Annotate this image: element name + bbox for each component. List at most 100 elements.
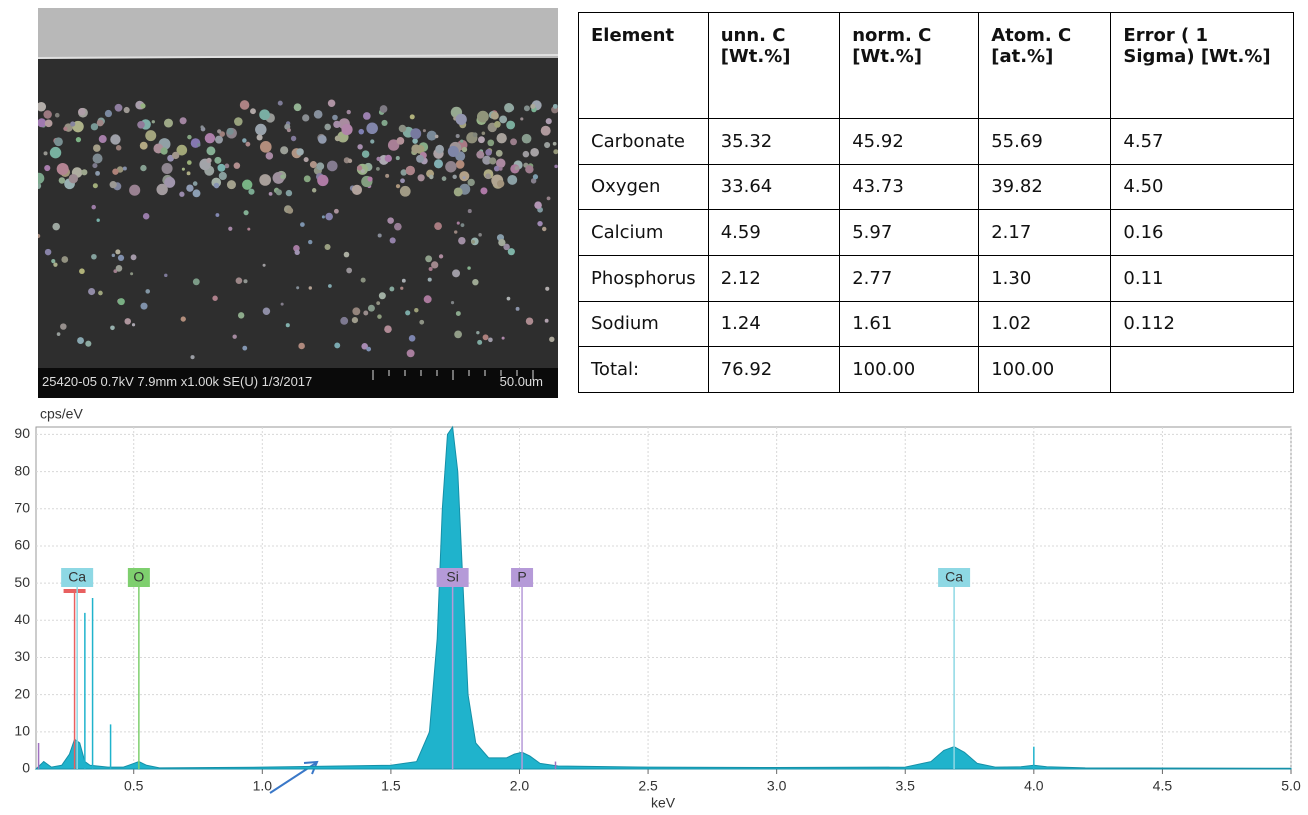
particle bbox=[262, 307, 271, 315]
table-cell bbox=[1110, 346, 1294, 393]
particle bbox=[367, 304, 375, 312]
particle bbox=[85, 340, 92, 347]
particle bbox=[537, 220, 543, 227]
peak-label-box bbox=[938, 568, 971, 587]
particle bbox=[428, 267, 433, 272]
particle bbox=[385, 173, 390, 178]
particle bbox=[507, 174, 518, 185]
particle bbox=[461, 146, 468, 153]
particle bbox=[434, 222, 442, 230]
particle bbox=[423, 295, 432, 304]
particle bbox=[398, 124, 407, 133]
table-row: Oxygen 33.64 43.73 39.82 4.50 bbox=[578, 163, 1294, 211]
particle bbox=[206, 157, 212, 164]
particle bbox=[346, 109, 351, 115]
particle bbox=[389, 237, 396, 244]
particle bbox=[300, 222, 305, 227]
particle bbox=[214, 135, 223, 144]
particle bbox=[38, 182, 42, 190]
particle bbox=[115, 265, 123, 272]
particle bbox=[58, 177, 66, 184]
particle bbox=[506, 120, 516, 130]
table-row: Carbonate 35.32 45.92 55.69 4.57 bbox=[578, 118, 1294, 165]
particle bbox=[187, 134, 192, 140]
particle bbox=[485, 173, 491, 180]
particle bbox=[496, 133, 507, 144]
peak-label-box bbox=[127, 568, 150, 587]
particle bbox=[111, 253, 116, 258]
table-cell: 5.97 bbox=[839, 209, 980, 256]
peak-label: P bbox=[517, 569, 526, 585]
peak-label: O bbox=[133, 569, 144, 585]
particle bbox=[394, 222, 402, 231]
particle bbox=[434, 134, 439, 139]
particle bbox=[234, 117, 243, 126]
particle bbox=[476, 150, 485, 159]
particle bbox=[180, 316, 186, 322]
particle bbox=[98, 290, 103, 296]
particle bbox=[179, 191, 185, 197]
particle bbox=[396, 137, 405, 145]
particle bbox=[395, 184, 401, 189]
particle bbox=[460, 139, 464, 143]
particle bbox=[213, 182, 220, 189]
particle bbox=[417, 174, 425, 182]
y-tick-label: 50 bbox=[14, 574, 30, 590]
table-cell: 76.92 bbox=[707, 346, 841, 393]
table-cell: 55.69 bbox=[978, 118, 1112, 165]
particle bbox=[262, 263, 266, 267]
particle bbox=[477, 339, 483, 345]
particle bbox=[53, 262, 58, 267]
particle bbox=[499, 115, 508, 124]
particle bbox=[123, 106, 130, 114]
particle bbox=[325, 212, 333, 221]
table-cell: 2.77 bbox=[839, 254, 980, 302]
particle bbox=[462, 176, 466, 180]
particle bbox=[379, 105, 388, 113]
particle bbox=[91, 253, 97, 260]
particle bbox=[285, 189, 293, 197]
particle bbox=[217, 129, 222, 134]
table-cell: 0.11 bbox=[1110, 254, 1294, 302]
y-axis-label: cps/eV bbox=[40, 406, 83, 422]
particle bbox=[333, 208, 339, 214]
particle bbox=[377, 233, 382, 238]
particle bbox=[151, 120, 155, 124]
table-cell: Total: bbox=[578, 346, 709, 393]
table-cell: 33.64 bbox=[707, 163, 841, 211]
particle bbox=[124, 318, 132, 325]
particle bbox=[293, 103, 302, 112]
particle bbox=[109, 181, 117, 189]
sem-top-strip bbox=[38, 8, 558, 58]
particle bbox=[485, 149, 492, 156]
particle bbox=[341, 123, 353, 136]
particle bbox=[482, 155, 492, 165]
particle bbox=[181, 167, 185, 171]
particle bbox=[130, 272, 134, 276]
particle bbox=[476, 330, 480, 335]
particle bbox=[296, 148, 304, 156]
x-tick-label: 3.5 bbox=[896, 778, 916, 794]
peak-label-box bbox=[511, 568, 534, 587]
particle bbox=[455, 134, 460, 139]
particle bbox=[409, 114, 415, 120]
particle bbox=[206, 146, 216, 156]
table-cell: 4.57 bbox=[1110, 118, 1294, 165]
table-cell: 43.73 bbox=[839, 163, 980, 211]
particle bbox=[540, 125, 551, 136]
particle bbox=[363, 310, 369, 316]
particle bbox=[435, 144, 445, 154]
particle bbox=[387, 139, 400, 151]
particle bbox=[98, 135, 107, 144]
particle bbox=[455, 311, 461, 316]
particle bbox=[63, 126, 68, 131]
scale-bar bbox=[372, 370, 534, 380]
x-tick-label: 5.0 bbox=[1281, 778, 1301, 794]
particle bbox=[317, 135, 327, 144]
particle bbox=[298, 342, 305, 350]
particle bbox=[501, 336, 505, 340]
particle bbox=[360, 277, 366, 283]
header-cell: unn. C [Wt.%] bbox=[707, 12, 841, 119]
particle bbox=[544, 318, 549, 323]
